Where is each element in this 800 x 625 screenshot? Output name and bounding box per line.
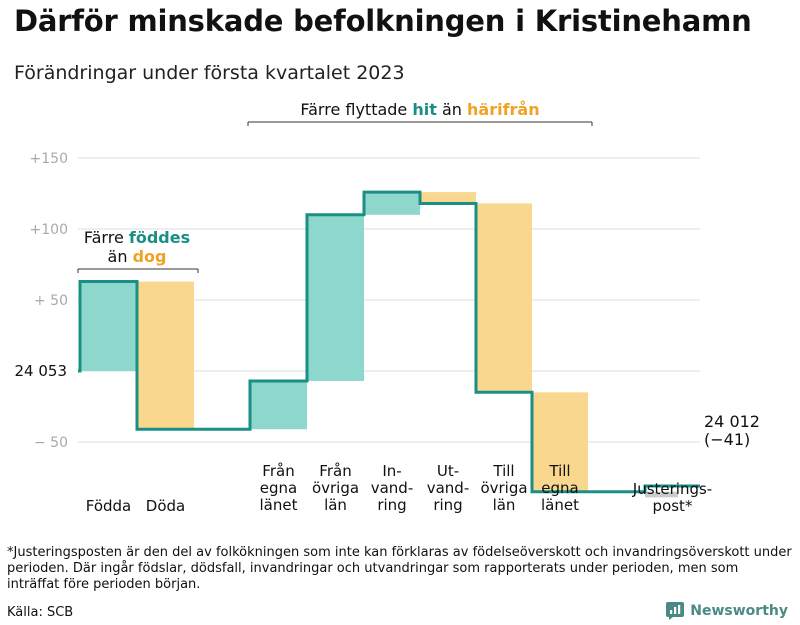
x-label-7-1: egna [541,479,578,497]
svg-text:Färre flyttade hit än härifrån: Färre flyttade hit än härifrån [300,100,539,119]
bar-7 [532,392,588,492]
x-label-0-0: Födda [86,497,132,515]
x-label-3-0: Från [319,462,351,480]
x-label-7-2: länet [541,496,579,514]
bar-4 [364,192,420,215]
newsworthy-icon [666,602,685,620]
x-label-8-1: post* [653,497,693,515]
x-label-4-1: vand- [371,479,414,497]
x-label-1-0: Döda [146,497,185,515]
bar-2 [250,380,307,430]
x-label-6-1: övriga [480,479,527,497]
logo-text: Newsworthy [690,603,788,619]
svg-text:än dog: än dog [108,247,167,266]
svg-text:Färre föddes: Färre föddes [84,228,190,247]
source: Källa: SCB [7,605,74,620]
y-tick-label-1: +100 [30,222,68,238]
x-label-2-2: länet [260,496,298,514]
chart-subtitle: Förändringar under första kvartalet 2023 [14,62,405,84]
annotation-1-text-d: dog [133,247,167,266]
x-label-2-1: egna [260,479,297,497]
bar-1 [137,281,194,430]
bar-3 [307,214,364,381]
annotation-migration: Färre flyttade hit än härifrån [247,100,593,126]
y-tick-label-3: − 50 [34,435,68,451]
end-value-label: 24 012 [704,412,760,431]
annotation-1-text-c: än [108,247,133,266]
x-label-3-2: län [324,496,347,514]
annotation-1-text-a: Färre [84,228,129,247]
x-label-5-2: ring [433,496,462,514]
end-change-label: (−41) [704,430,750,449]
y-tick-label-2: + 50 [34,293,68,309]
footnote: *Justeringsposten är den del av folkökni… [7,545,792,592]
start-value-label: 24 053 [15,362,68,380]
annotation-birth-death: Färre föddes än dog [77,228,199,273]
x-label-8-0: Justerings- [632,480,712,498]
annotation-2-text-a: Färre flyttade [300,100,412,119]
x-label-6-2: län [493,496,516,514]
x-label-2-0: Från [262,462,294,480]
bar-0 [80,281,137,371]
cumulative-line [78,190,700,494]
x-label-4-0: In- [382,462,401,480]
annotation-2-text-d: härifrån [467,100,540,119]
x-label-4-2: ring [377,496,406,514]
bar-justeringspost [645,491,678,498]
x-label-5-1: vand- [427,479,470,497]
annotation-2-text-c: än [437,100,467,119]
annotation-1-text-b: föddes [129,228,190,247]
x-label-3-1: övriga [312,479,359,497]
y-tick-label-0: +150 [30,151,68,167]
bar-5 [420,192,476,204]
x-label-5-0: Ut- [437,462,459,480]
chart-title: Därför minskade befolkningen i Kristineh… [14,4,752,38]
newsworthy-logo[interactable]: Newsworthy [666,602,788,620]
annotation-2-text-b: hit [412,100,437,119]
x-label-6-0: Till [492,462,514,480]
bar-6 [476,203,532,393]
x-label-7-0: Till [548,462,570,480]
